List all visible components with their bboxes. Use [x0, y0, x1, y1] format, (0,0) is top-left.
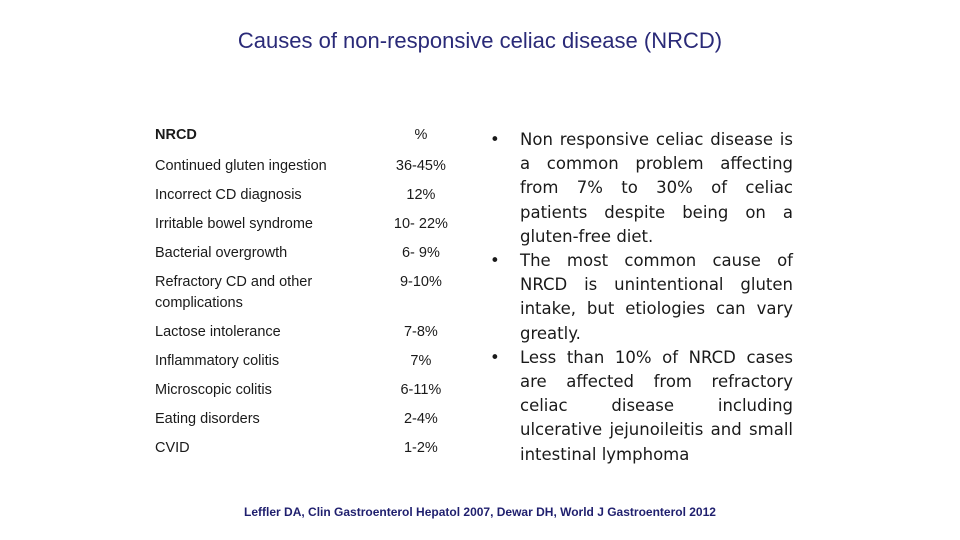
table-row: Lactose intolerance 7-8% — [150, 322, 480, 343]
bullet-item: • The most common cause of NRCD is unint… — [488, 249, 793, 346]
cause-cell: Inflammatory colitis — [155, 353, 280, 369]
table-row: Bacterial overgrowth 6- 9% — [150, 243, 480, 264]
cause-cell: Bacterial overgrowth — [155, 245, 288, 261]
table-row: Microscopic colitis 6-11% — [150, 380, 480, 401]
percent-cell: 9-10% — [399, 274, 442, 290]
percent-cell: 7-8% — [403, 324, 438, 340]
slide-title: Causes of non-responsive celiac disease … — [237, 28, 723, 53]
bullet-text: The most common cause of NRCD is uninten… — [520, 251, 793, 343]
cause-cell: Eating disorders — [155, 411, 260, 427]
header-percent: % — [414, 127, 428, 143]
nrcd-causes-table: NRCD % Continued gluten ingestion 36-45%… — [150, 125, 480, 467]
bullet-dot-icon: • — [490, 347, 500, 367]
percent-cell: 1-2% — [403, 440, 438, 456]
bullet-item: • Less than 10% of NRCD cases are affect… — [488, 346, 793, 467]
percent-cell: 7% — [410, 353, 432, 369]
table-row: CVID 1-2% — [150, 438, 480, 459]
cause-cell: Incorrect CD diagnosis — [155, 187, 302, 203]
percent-cell: 6- 9% — [401, 245, 440, 261]
cause-cell: CVID — [155, 440, 190, 456]
cause-cell: Irritable bowel syndrome — [155, 216, 313, 232]
percent-cell: 36-45% — [395, 158, 446, 174]
table-header-row: NRCD % — [150, 125, 480, 146]
percent-cell: 10- 22% — [393, 216, 448, 232]
table-row: Refractory CD and other complications 9-… — [150, 272, 480, 314]
cause-cell: Lactose intolerance — [155, 324, 281, 340]
bullet-text: Less than 10% of NRCD cases are affected… — [520, 347, 793, 464]
cause-cell: Microscopic colitis — [155, 382, 272, 398]
summary-bullets: • Non responsive celiac disease is a com… — [488, 128, 793, 467]
percent-cell: 2-4% — [403, 411, 438, 427]
citation: Leffler DA, Clin Gastroenterol Hepatol 2… — [244, 505, 716, 519]
percent-cell: 6-11% — [400, 382, 442, 398]
percent-cell: 12% — [406, 187, 436, 203]
table-row: Continued gluten ingestion 36-45% — [150, 156, 480, 177]
bullet-item: • Non responsive celiac disease is a com… — [488, 128, 793, 249]
table-row: Inflammatory colitis 7% — [150, 351, 480, 372]
table-row: Irritable bowel syndrome 10- 22% — [150, 214, 480, 235]
bullet-text: Non responsive celiac disease is a commo… — [520, 130, 793, 246]
header-cause: NRCD — [155, 127, 197, 143]
table-row: Incorrect CD diagnosis 12% — [150, 185, 480, 206]
cause-cell: Refractory CD and other complications — [155, 274, 313, 311]
bullet-dot-icon: • — [490, 251, 500, 271]
cause-cell: Continued gluten ingestion — [155, 158, 327, 174]
table-row: Eating disorders 2-4% — [150, 409, 480, 430]
bullet-dot-icon: • — [490, 130, 500, 149]
